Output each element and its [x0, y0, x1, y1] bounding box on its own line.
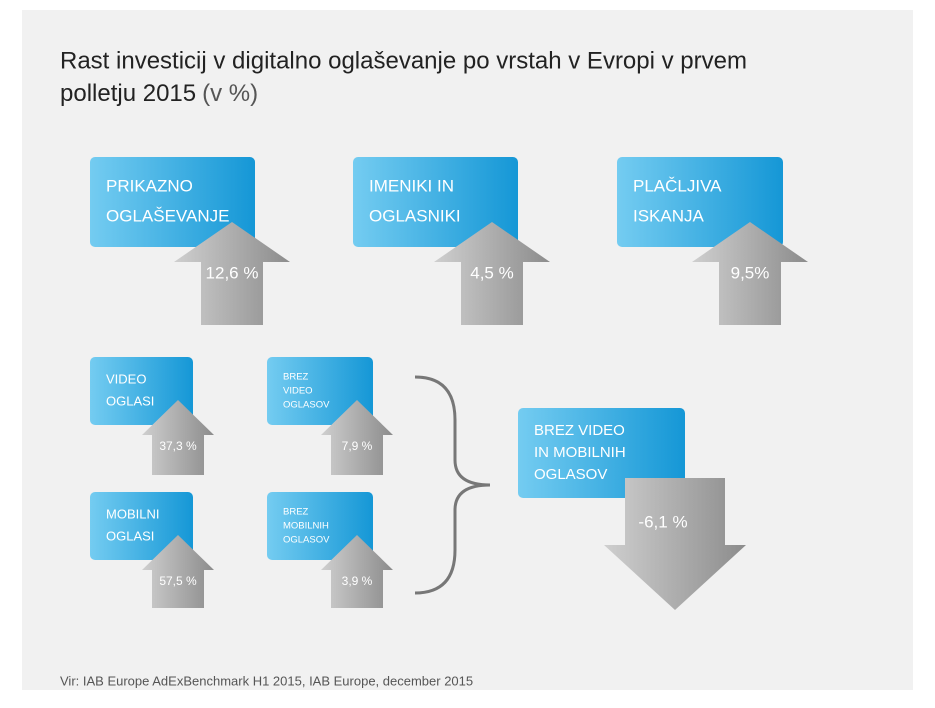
- unit: (v %): [202, 80, 258, 107]
- label-line: OGLASNIKI: [369, 206, 461, 225]
- arrow-up: [321, 400, 393, 475]
- label-line: VIDEO: [106, 371, 146, 386]
- arrow-up: [692, 222, 808, 325]
- value: 57,5 %: [159, 574, 197, 588]
- value: 4,5 %: [470, 263, 513, 282]
- label-box: [267, 357, 373, 425]
- arrow-up: [434, 222, 550, 325]
- value: 12,6 %: [206, 263, 259, 282]
- items: PRIKAZNO OGLAŠEVANJE 12,6 % IMENIKI IN OGLAS…: [90, 157, 808, 610]
- label-box: [90, 492, 193, 560]
- label-line: BREZ: [283, 507, 309, 518]
- label-line: IMENIKI IN: [369, 176, 454, 195]
- label-line: VIDEO: [283, 386, 313, 397]
- value: 37,3 %: [159, 439, 197, 453]
- value: -6,1 %: [638, 512, 687, 531]
- label-line: BREZ VIDEO: [534, 422, 625, 439]
- label-line: OGLASOV: [283, 535, 330, 546]
- label-box: [90, 357, 193, 425]
- label-line: OGLAŠEVANJE: [106, 206, 229, 225]
- label-line: MOBILNIH: [283, 521, 329, 532]
- arrow-down: [604, 478, 746, 610]
- label-line: OGLASI: [106, 528, 154, 543]
- label-box: [90, 157, 255, 247]
- brace: [414, 375, 491, 595]
- label-line: OGLASI: [106, 393, 154, 408]
- label-line: ISKANJA: [633, 206, 705, 225]
- value: 3,9 %: [342, 574, 373, 588]
- label-box: [267, 492, 373, 560]
- arrow-up: [142, 535, 214, 608]
- arrow-up: [321, 535, 393, 608]
- arrow-up: [174, 222, 290, 325]
- label-line: PLAČLJIVA: [633, 176, 722, 195]
- title-line: polletju 2015 (v %): [60, 80, 258, 107]
- label-line: PRIKAZNO: [106, 176, 193, 195]
- title-line: Rast investicij v digitalno oglaševanje …: [60, 47, 747, 74]
- label-line: MOBILNI: [106, 506, 159, 521]
- value: 7,9 %: [342, 439, 373, 453]
- label-line: BREZ: [283, 372, 309, 383]
- label-box: [518, 408, 685, 498]
- arrow-up: [142, 400, 214, 475]
- label-line: OGLASOV: [283, 400, 330, 411]
- source: Vir: IAB Europe AdExBenchmark H1 2015, I…: [60, 673, 473, 688]
- label-line: OGLASOV: [534, 466, 607, 483]
- value: 9,5%: [731, 263, 770, 282]
- title-line: polletju 2015: [60, 80, 196, 107]
- label-box: [353, 157, 518, 247]
- label-box: [617, 157, 783, 247]
- label-line: IN MOBILNIH: [534, 444, 626, 461]
